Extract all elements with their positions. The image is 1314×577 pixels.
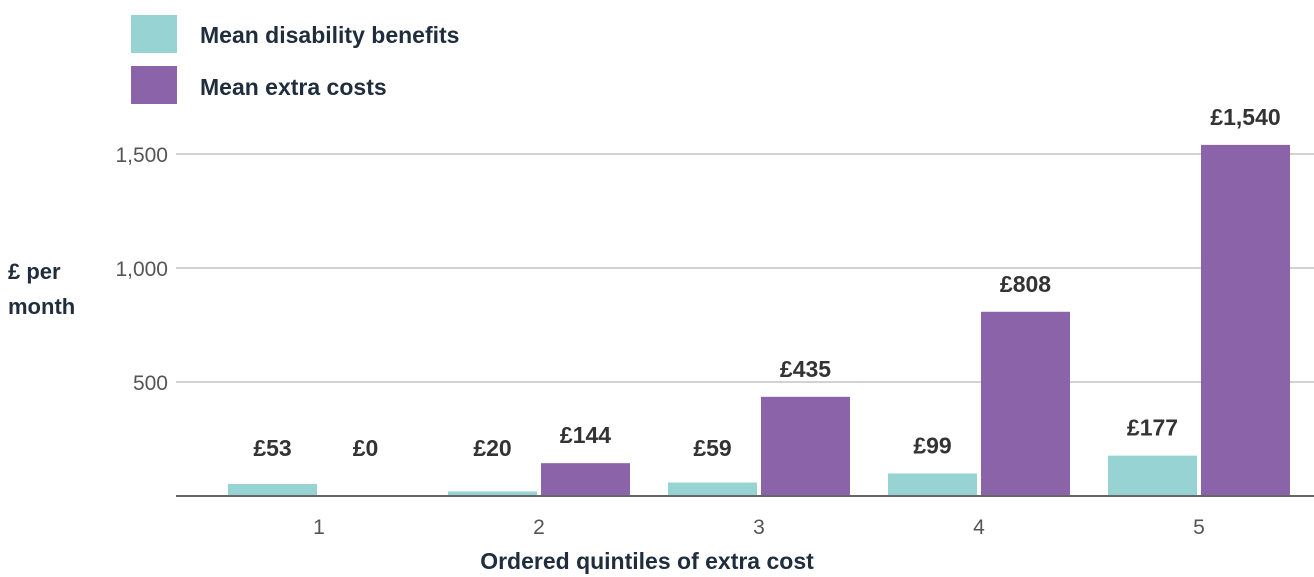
data-label: £0 — [353, 435, 379, 461]
legend-swatch-benefits — [131, 15, 177, 53]
bar-extra-costs-q4 — [981, 311, 1070, 496]
data-label: £20 — [473, 435, 511, 461]
legend-label-benefits: Mean disability benefits — [200, 22, 459, 48]
legend: Mean disability benefits Mean extra cost… — [131, 15, 459, 104]
data-label: £808 — [1000, 271, 1051, 297]
bar-benefits-q2 — [448, 491, 537, 496]
y-tick-label: 1,500 — [115, 144, 168, 167]
data-label: £177 — [1127, 415, 1178, 441]
bar-benefits-q3 — [668, 482, 757, 496]
x-tick-label: 3 — [753, 516, 765, 539]
bar-extra-costs-q5 — [1201, 144, 1290, 496]
gridlines — [176, 153, 1314, 383]
bar-extra-costs-q3 — [761, 396, 850, 496]
data-label: £1,540 — [1210, 104, 1280, 130]
data-label: £59 — [693, 435, 731, 461]
bar-benefits-q4 — [888, 473, 977, 496]
data-label: £435 — [780, 356, 831, 382]
data-label: £99 — [913, 432, 951, 458]
y-axis-title: £ per month — [8, 259, 75, 319]
y-tick-label: 1,000 — [115, 258, 168, 281]
x-tick-label: 5 — [1193, 516, 1205, 539]
bars — [228, 144, 1290, 496]
bar-extra-costs-q2 — [541, 463, 630, 496]
legend-label-extra-costs: Mean extra costs — [200, 74, 387, 100]
x-tick-label: 4 — [973, 516, 985, 539]
data-label: £144 — [560, 422, 611, 448]
x-axis-ticks: 1 2 3 4 5 — [313, 516, 1205, 539]
bar-benefits-q5 — [1108, 455, 1197, 496]
x-tick-label: 1 — [313, 516, 325, 539]
x-axis-title: Ordered quintiles of extra cost — [480, 548, 814, 574]
y-axis-title-line-2: month — [8, 294, 75, 319]
legend-swatch-extra-costs — [131, 66, 177, 104]
y-axis-title-line-1: £ per — [8, 259, 61, 284]
x-tick-label: 2 — [533, 516, 545, 539]
bar-benefits-q1 — [228, 483, 317, 496]
y-axis-ticks: 500 1,000 1,500 — [115, 144, 168, 395]
data-label: £53 — [253, 435, 291, 461]
data-labels: £53 £20 £59 £99 £177 £0 £144 £435 £808 £1,540 — [253, 104, 1280, 461]
y-tick-label: 500 — [133, 372, 168, 395]
